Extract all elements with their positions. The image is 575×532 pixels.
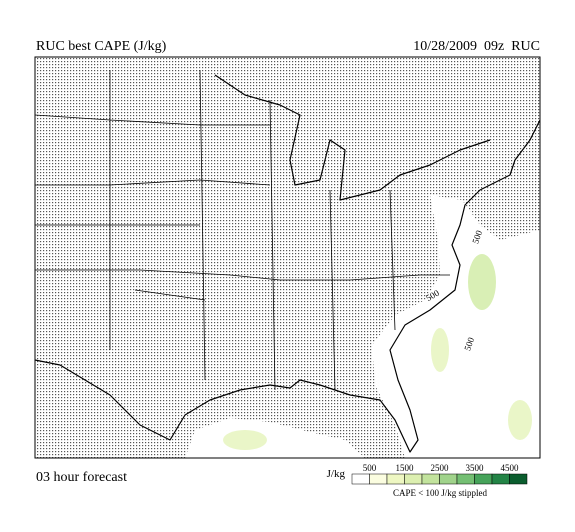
valid-time: 10/28/2009 09z RUC	[413, 39, 540, 54]
coastline	[34, 119, 541, 453]
map-frame	[34, 56, 541, 459]
color-swatch	[439, 473, 458, 485]
color-swatch	[509, 473, 528, 485]
legend-unit: J/kg	[327, 468, 346, 480]
color-swatch	[404, 473, 423, 485]
color-swatch	[421, 473, 440, 485]
contour-label: 500	[470, 228, 484, 245]
color-bar	[351, 473, 528, 485]
forecast-hour: 03 hour forecast	[36, 470, 127, 485]
stipple-note: CAPE < 100 J/kg stippled	[393, 488, 488, 498]
legend-tick-label: 500	[363, 463, 377, 473]
map-title: RUC best CAPE (J/kg)	[36, 39, 167, 54]
coastline	[214, 74, 491, 201]
color-swatch	[386, 473, 405, 485]
color-swatch	[351, 473, 370, 485]
cape-area	[223, 430, 267, 450]
color-swatch	[491, 473, 510, 485]
legend-tick-label: 2500	[431, 463, 450, 473]
color-swatch	[474, 473, 493, 485]
cape-area	[372, 195, 540, 458]
legend-tick-label: 3500	[466, 463, 485, 473]
cape-area	[185, 418, 365, 458]
legend-tick-label: 1500	[396, 463, 415, 473]
cape-area	[468, 254, 496, 310]
color-swatch	[369, 473, 388, 485]
contour-label: 500	[462, 335, 476, 352]
cape-area	[431, 328, 449, 372]
cape-area	[508, 400, 532, 440]
legend-tick-label: 4500	[501, 463, 520, 473]
state-border	[34, 69, 450, 391]
color-swatch	[456, 473, 475, 485]
